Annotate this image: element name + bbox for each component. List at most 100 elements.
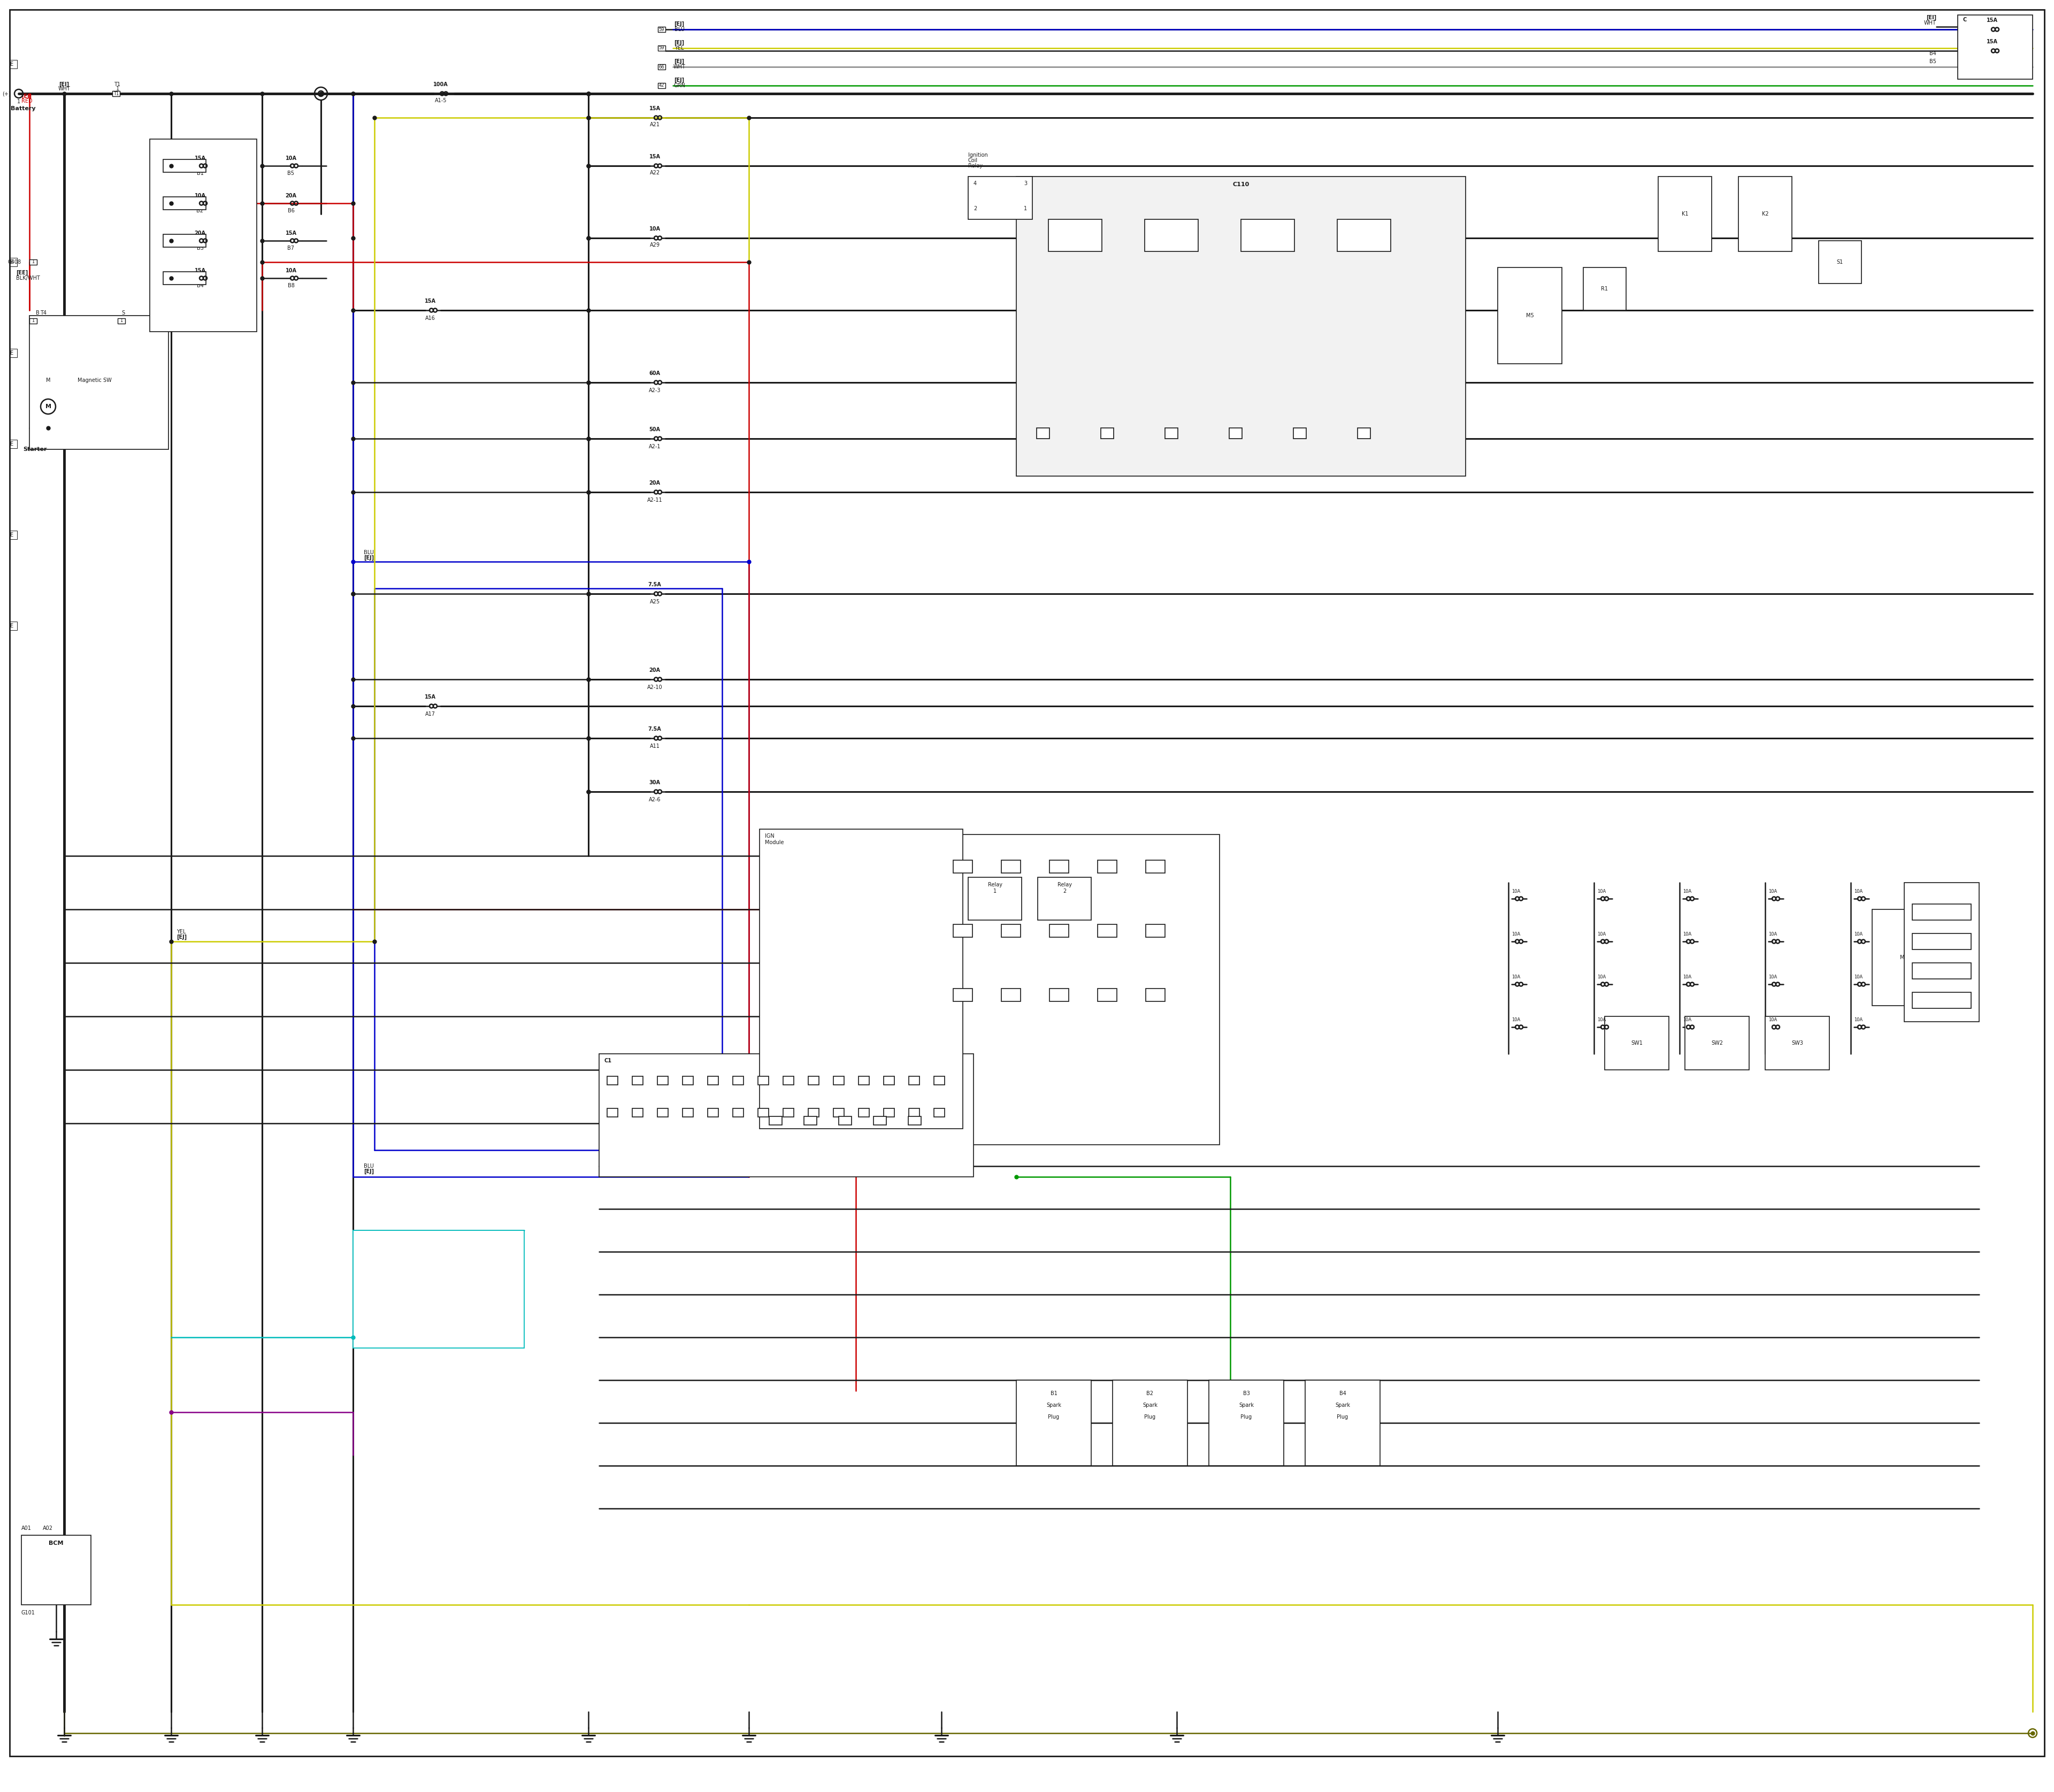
Text: 10A: 10A — [1682, 932, 1690, 937]
Bar — [733, 1077, 744, 1084]
Text: S: S — [121, 310, 125, 315]
Bar — [1912, 903, 1972, 919]
Bar — [709, 1077, 719, 1084]
Text: [EJ]: [EJ] — [674, 59, 684, 65]
Text: 10A: 10A — [1512, 975, 1520, 980]
Text: 60A: 60A — [649, 371, 659, 376]
Text: (+): (+) — [2, 91, 10, 97]
Text: 5: 5 — [914, 1118, 916, 1124]
Bar — [783, 1109, 793, 1116]
Bar — [1871, 909, 1947, 1005]
Text: 10A: 10A — [1512, 1018, 1520, 1021]
Text: 10A: 10A — [286, 156, 296, 161]
Bar — [29, 260, 37, 265]
Bar — [873, 1116, 887, 1125]
Bar — [935, 1077, 945, 1084]
Text: 10A: 10A — [1682, 1018, 1690, 1021]
Bar — [162, 272, 205, 285]
Text: 1: 1 — [119, 319, 123, 323]
Bar — [834, 1077, 844, 1084]
Bar — [1037, 428, 1050, 439]
Text: 50A: 50A — [649, 426, 659, 432]
Text: 10A: 10A — [1855, 1018, 1863, 1021]
Bar — [1912, 993, 1972, 1009]
Text: BLU: BLU — [674, 27, 684, 32]
Text: B4: B4 — [1339, 1391, 1345, 1396]
Bar — [608, 1109, 618, 1116]
Text: Coil: Coil — [967, 158, 978, 163]
Bar — [1113, 1380, 1187, 1466]
Text: GRN: GRN — [674, 82, 686, 88]
Text: 100A: 100A — [433, 82, 448, 88]
Text: M: M — [45, 403, 51, 409]
Text: 10A: 10A — [1512, 889, 1520, 894]
Bar — [953, 989, 972, 1002]
Bar — [10, 622, 16, 631]
Text: A1-5: A1-5 — [435, 99, 448, 104]
Bar — [657, 27, 665, 32]
Text: 13: 13 — [912, 1079, 916, 1082]
Text: A01: A01 — [21, 1525, 31, 1530]
Text: 3: 3 — [1171, 430, 1173, 435]
Bar — [709, 1109, 719, 1116]
Text: Battery: Battery — [10, 106, 35, 111]
Text: 17: 17 — [659, 1111, 665, 1115]
Text: B6: B6 — [288, 208, 294, 213]
Text: 5: 5 — [711, 1079, 715, 1082]
Bar — [10, 530, 16, 539]
Text: 10: 10 — [836, 1079, 842, 1082]
Bar — [859, 1109, 869, 1116]
Text: WHT: WHT — [1925, 20, 1937, 25]
Text: 10A: 10A — [1768, 1018, 1777, 1021]
Text: 10A: 10A — [1598, 975, 1606, 980]
Bar — [1584, 267, 1627, 310]
Text: Plug: Plug — [1144, 1414, 1156, 1419]
Text: 10A: 10A — [1598, 932, 1606, 937]
Text: A22: A22 — [649, 170, 659, 176]
Text: 30A: 30A — [649, 780, 659, 785]
Text: 9: 9 — [811, 1079, 815, 1082]
Text: 5: 5 — [1298, 430, 1302, 435]
Text: B2: B2 — [1146, 1391, 1154, 1396]
Bar — [1604, 1016, 1668, 1070]
Text: E: E — [10, 260, 14, 265]
Bar — [807, 1077, 820, 1084]
Text: [EJ]: [EJ] — [177, 934, 187, 939]
Text: T1: T1 — [113, 91, 119, 97]
Text: S1: S1 — [1836, 260, 1842, 265]
Text: WHT: WHT — [674, 65, 686, 70]
Text: 15A: 15A — [1986, 39, 1999, 45]
Bar — [1037, 878, 1091, 919]
Text: A25: A25 — [649, 599, 659, 604]
Text: 3: 3 — [1023, 181, 1027, 186]
Text: A17: A17 — [425, 711, 435, 717]
Bar — [29, 319, 37, 324]
Text: 25: 25 — [861, 1111, 867, 1115]
Bar — [883, 1077, 893, 1084]
Text: 66: 66 — [659, 65, 665, 70]
Bar — [1048, 219, 1101, 251]
Text: E: E — [10, 351, 14, 357]
Text: SW1: SW1 — [1631, 1041, 1643, 1047]
Text: 22: 22 — [785, 1111, 791, 1115]
Text: S106: S106 — [179, 163, 191, 168]
Text: Spark: Spark — [1142, 1403, 1158, 1409]
Text: K1: K1 — [1682, 211, 1688, 217]
Text: Spark: Spark — [1335, 1403, 1349, 1409]
Bar — [1912, 934, 1972, 950]
Text: 1: 1 — [16, 99, 21, 104]
Bar — [657, 1109, 668, 1116]
Text: B7: B7 — [288, 246, 294, 251]
Bar — [1738, 177, 1791, 251]
Text: 10A: 10A — [1512, 932, 1520, 937]
Text: 20A: 20A — [286, 194, 296, 199]
Bar — [935, 1109, 945, 1116]
Text: 10A: 10A — [1855, 932, 1863, 937]
Text: Plug: Plug — [1241, 1414, 1253, 1419]
Text: S108: S108 — [179, 238, 191, 244]
Text: Starter: Starter — [23, 446, 47, 452]
Bar — [1050, 989, 1068, 1002]
Text: 10A: 10A — [1598, 889, 1606, 894]
Text: 10A: 10A — [1768, 932, 1777, 937]
Text: 20A: 20A — [649, 480, 659, 486]
